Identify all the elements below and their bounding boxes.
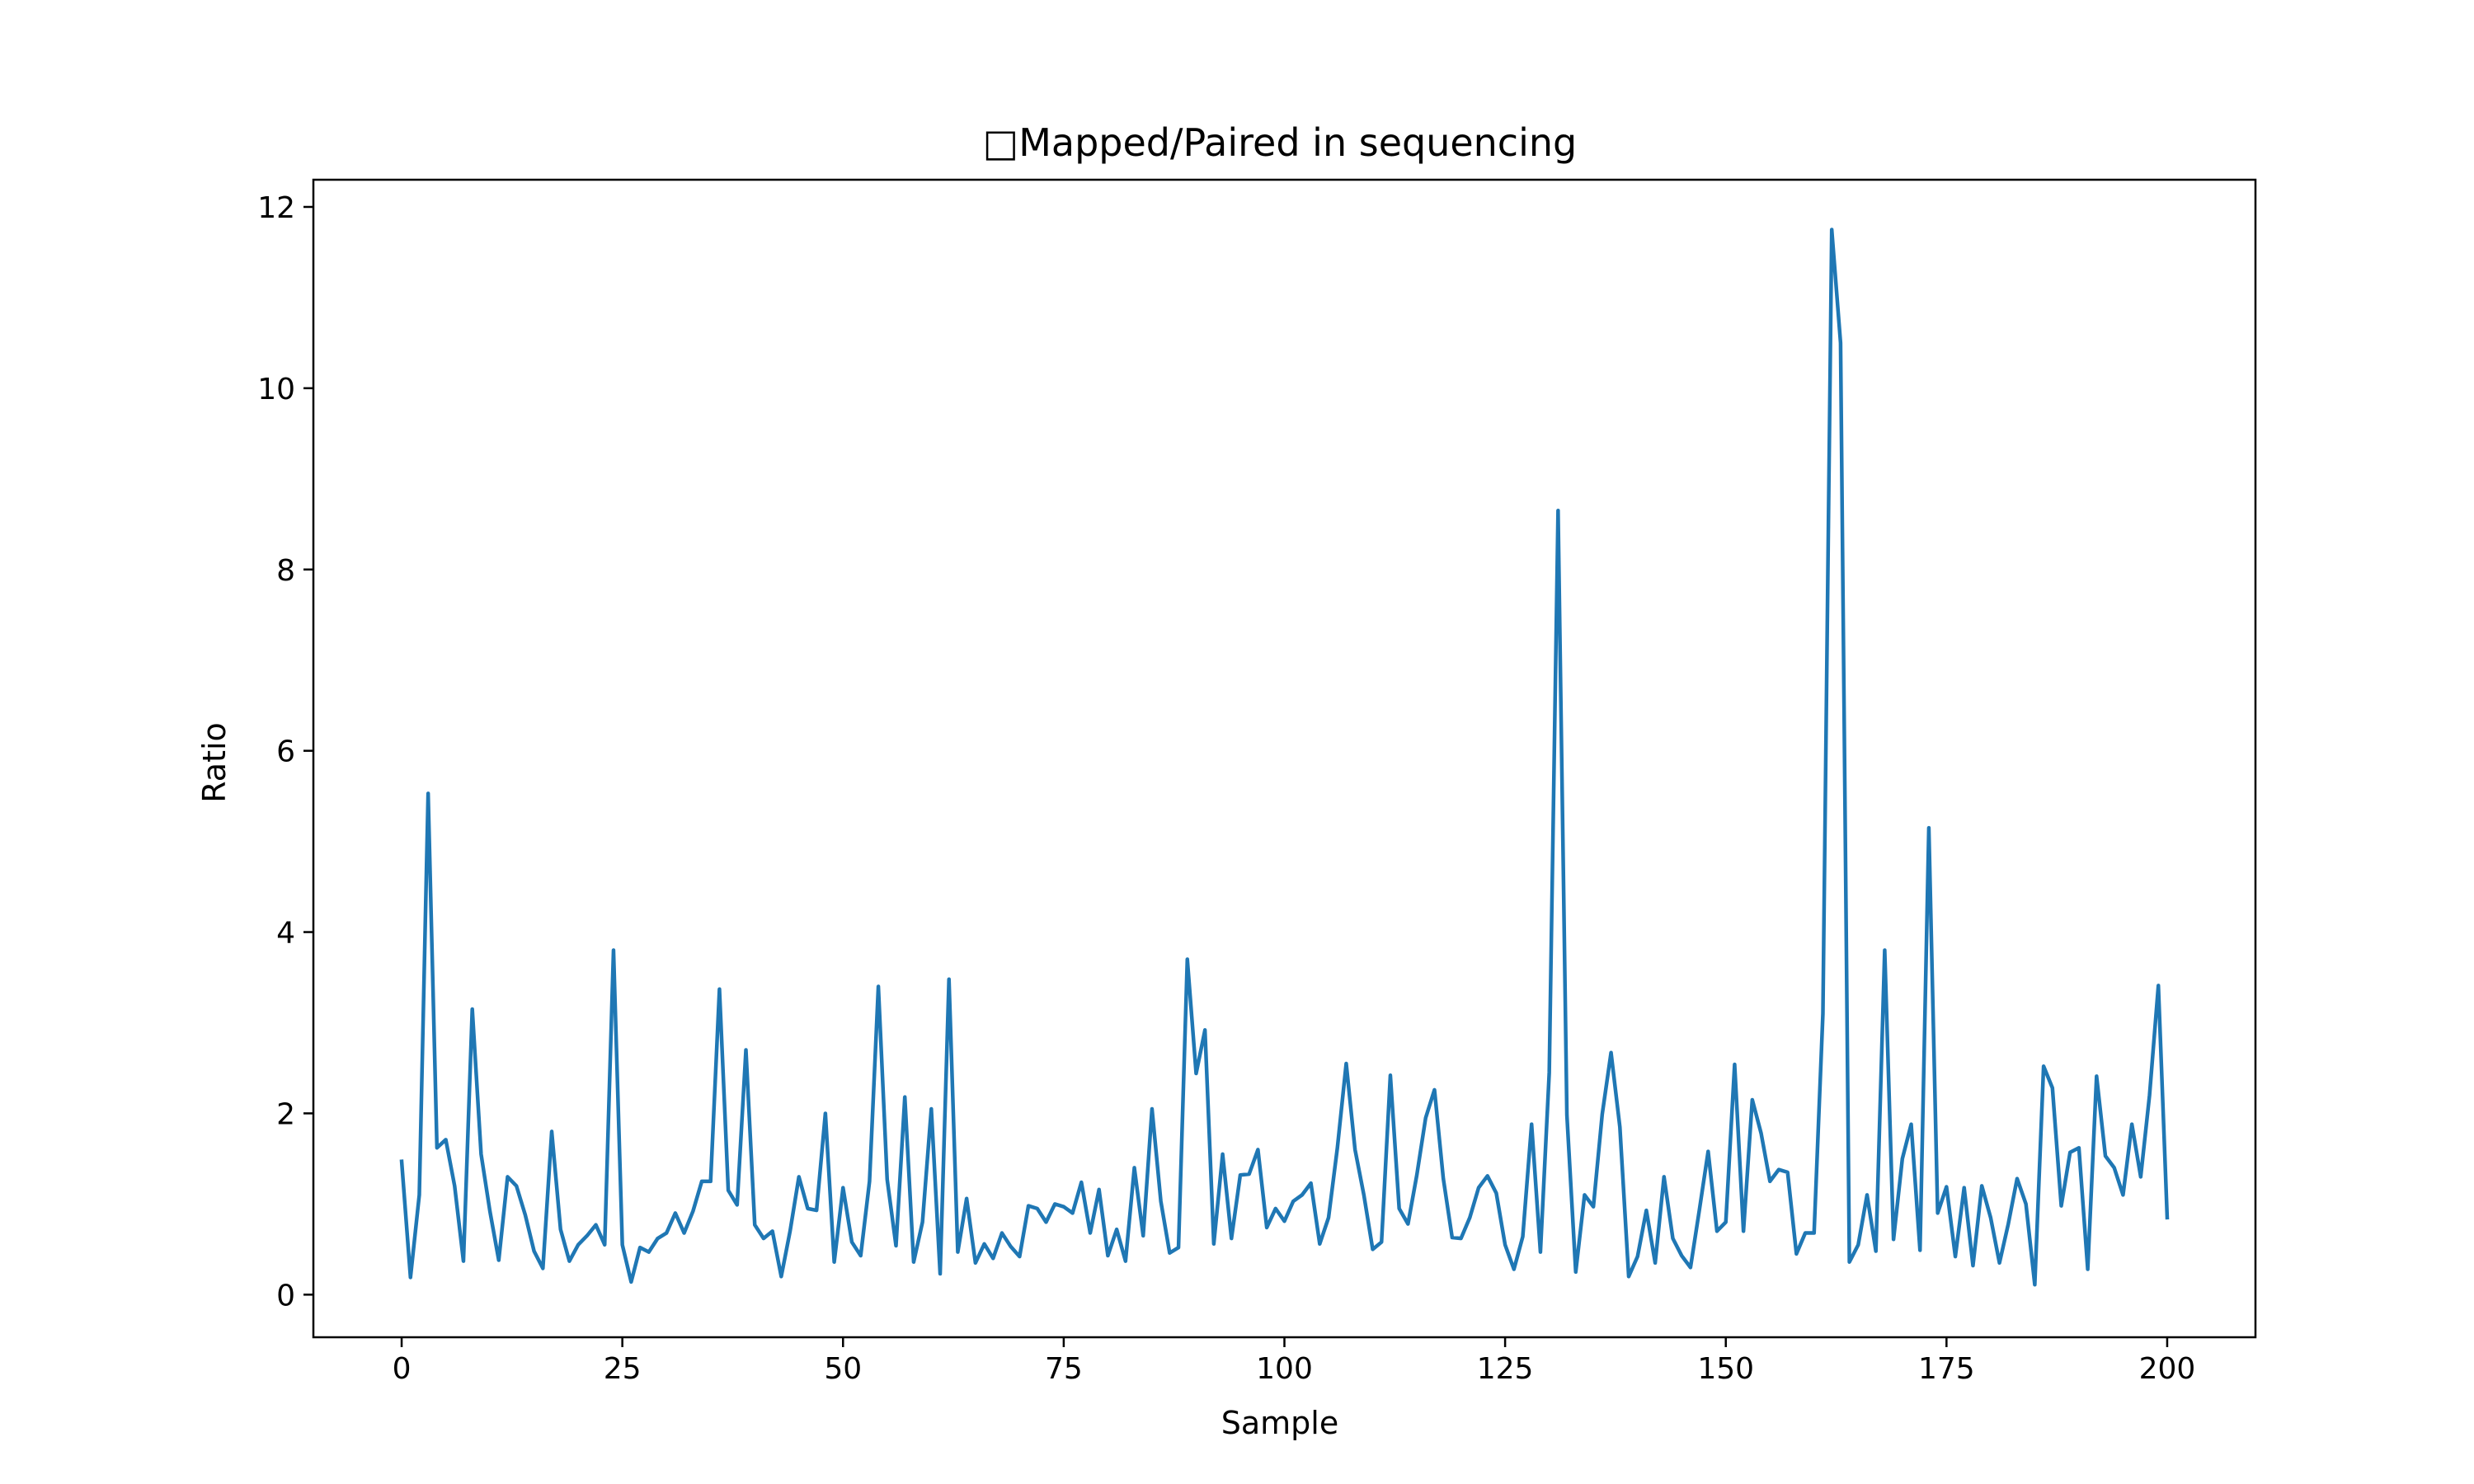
x-tick-label: 200 [2139, 1352, 2196, 1386]
y-axis-title: Ratio [196, 722, 233, 803]
chart-title: □Mapped/Paired in sequencing [983, 120, 1577, 165]
x-tick-label: 75 [1045, 1352, 1083, 1386]
y-axis: 0 2 4 6 8 10 12 [257, 191, 313, 1313]
x-tick-label: 0 [393, 1352, 412, 1386]
x-tick-label: 25 [604, 1352, 642, 1386]
y-tick-label: 4 [276, 917, 295, 951]
x-tick-label: 175 [1918, 1352, 1975, 1386]
x-tick-label: 150 [1697, 1352, 1754, 1386]
y-tick-label: 6 [276, 735, 295, 769]
y-tick-label: 0 [276, 1279, 295, 1313]
y-tick-label: 12 [257, 191, 295, 225]
x-axis: 0 25 50 75 100 125 150 175 200 [393, 1337, 2196, 1386]
series-line [399, 228, 2170, 1287]
x-tick-label: 125 [1477, 1352, 1534, 1386]
y-tick-label: 10 [257, 373, 295, 406]
x-axis-title: Sample [1221, 1405, 1338, 1441]
y-tick-label: 8 [276, 554, 295, 588]
x-tick-label: 100 [1256, 1352, 1313, 1386]
x-tick-label: 50 [824, 1352, 862, 1386]
y-tick-label: 2 [276, 1097, 295, 1131]
